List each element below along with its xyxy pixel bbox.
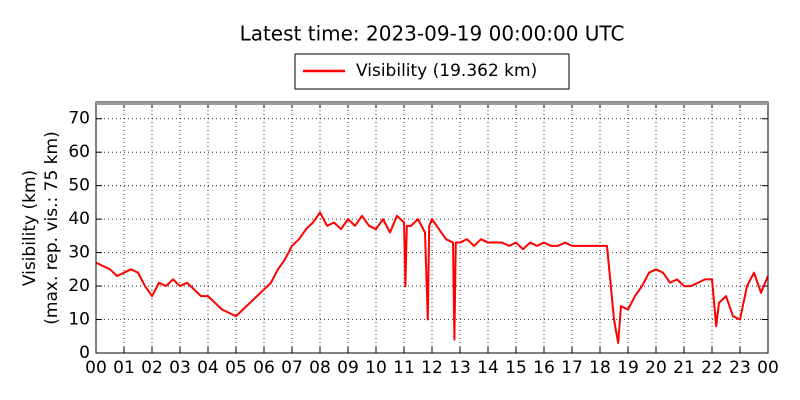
x-tick-label: 00 — [85, 358, 107, 378]
x-tick-label: 13 — [449, 358, 471, 378]
y-tick-label: 40 — [68, 209, 90, 229]
x-tick-label: 17 — [561, 358, 583, 378]
plot-frame — [95, 101, 769, 354]
x-tick-label: 06 — [253, 358, 275, 378]
data-line — [95, 211, 769, 344]
x-tick-label: 01 — [113, 358, 135, 378]
x-tick-label: 18 — [589, 358, 611, 378]
x-tick-label: 05 — [225, 358, 247, 378]
x-tick-label: 20 — [645, 358, 667, 378]
x-tick-label: 07 — [281, 358, 303, 378]
y-tick-label: 60 — [68, 142, 90, 162]
y-tick-label: 50 — [68, 176, 90, 196]
x-tick-label: 00 — [757, 358, 779, 378]
x-tick-label: 19 — [617, 358, 639, 378]
y-axis-label: (max. rep. vis.: 75 km) — [42, 131, 62, 324]
y-tick-label: 0 — [79, 343, 90, 363]
x-tick-label: 08 — [309, 358, 331, 378]
x-tick-label: 03 — [169, 358, 191, 378]
x-tick-label: 04 — [197, 358, 219, 378]
y-axis-label: Visibility (km) — [20, 170, 40, 286]
y-tick-label: 10 — [68, 310, 90, 330]
x-tick-label: 14 — [477, 358, 499, 378]
x-tick-label: 16 — [533, 358, 555, 378]
y-tick-label: 70 — [68, 109, 90, 129]
x-tick-label: 12 — [421, 358, 443, 378]
x-tick-label: 21 — [673, 358, 695, 378]
legend-label: Visibility (19.362 km) — [356, 61, 537, 81]
x-tick-label: 11 — [393, 358, 415, 378]
y-tick-label: 30 — [68, 243, 90, 263]
x-tick-label: 02 — [141, 358, 163, 378]
y-tick-label: 20 — [68, 276, 90, 296]
chart-title: Latest time: 2023-09-19 00:00:00 UTC — [240, 22, 625, 46]
x-tick-label: 22 — [701, 358, 723, 378]
x-tick-label: 15 — [505, 358, 527, 378]
x-tick-label: 23 — [729, 358, 751, 378]
x-tick-label: 09 — [337, 358, 359, 378]
x-tick-label: 10 — [365, 358, 387, 378]
